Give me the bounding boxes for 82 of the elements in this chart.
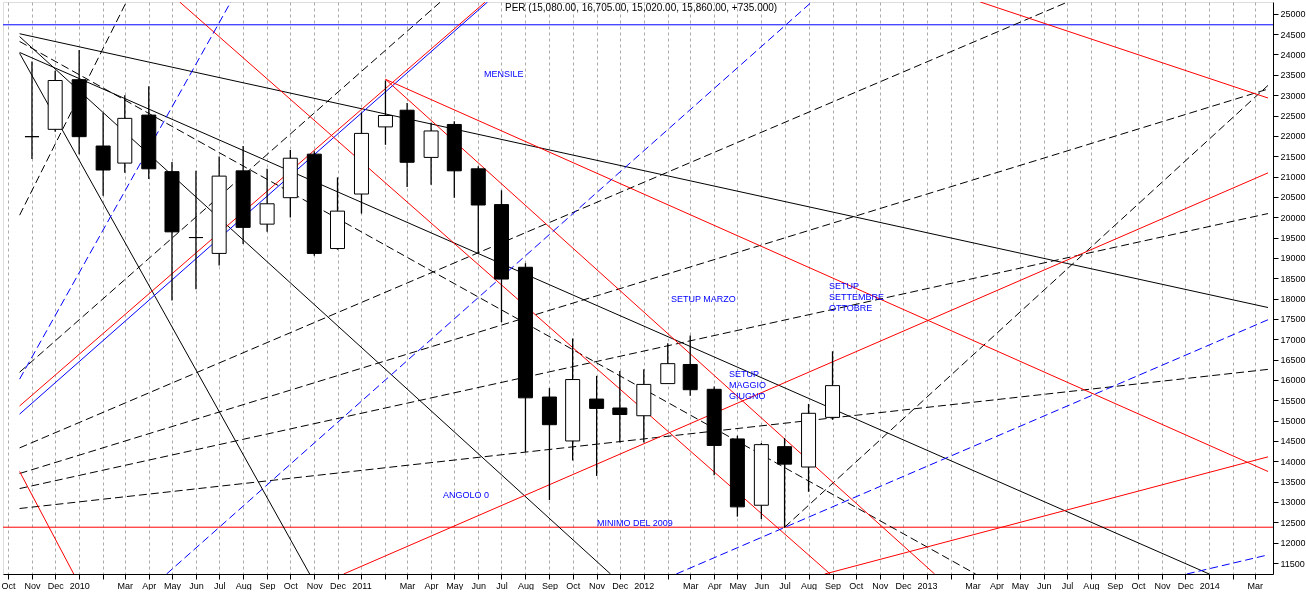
y-tick-label: 15000 (1280, 416, 1306, 427)
x-tick-label: Oct (1, 580, 16, 591)
x-tick-label: Sep (259, 580, 276, 591)
y-tick-label: 25000 (1280, 9, 1306, 20)
x-tick-label: Dec (612, 580, 629, 591)
x-tick-label: 2011 (352, 580, 372, 591)
y-tick-label: 17000 (1280, 334, 1306, 345)
y-tick-label: 24500 (1280, 29, 1306, 40)
y-tick-label: 22000 (1280, 131, 1306, 142)
x-tick-label: Nov (24, 580, 41, 591)
x-tick-label: Apr (424, 580, 439, 591)
x-tick-label: Aug (1083, 580, 1100, 591)
x-tick-label: Oct (849, 580, 864, 591)
x-tick-label: Jul (779, 580, 791, 591)
y-tick-label: 15500 (1280, 395, 1306, 406)
x-tick-label: Dec (47, 580, 65, 591)
x-tick-label: Aug (517, 580, 534, 591)
x-tick-label: Apr (707, 580, 722, 591)
x-tick-label: May (446, 580, 464, 591)
x-tick-label: Nov (306, 580, 324, 591)
x-tick-label: Oct (566, 580, 581, 591)
x-tick-label: May (729, 580, 747, 591)
x-tick-label: 2010 (69, 580, 90, 591)
x-tick-label: Dec (1177, 580, 1195, 591)
x-tick-label: Mar (1247, 580, 1264, 591)
y-tick-label: 21500 (1280, 151, 1306, 162)
annotation: MINIMO DEL 2009 (597, 518, 673, 528)
y-tick-label: 13500 (1280, 477, 1306, 488)
y-tick-label: 14500 (1280, 436, 1306, 447)
x-tick-label: Nov (589, 580, 606, 591)
x-tick-label: 2013 (917, 580, 938, 591)
x-tick-label: Mar (965, 580, 981, 591)
x-tick-label: Jun (189, 580, 204, 591)
y-tick-label: 24000 (1280, 49, 1306, 60)
x-tick-label: Jul (1061, 580, 1074, 591)
y-tick-label: 23500 (1280, 70, 1306, 81)
y-tick-label: 19500 (1280, 233, 1306, 244)
x-tick-label: Jun (471, 580, 487, 591)
x-tick-label: Apr (142, 580, 157, 591)
y-tick-label: 18000 (1280, 294, 1306, 305)
annotation: SETUP MARZO (671, 294, 736, 304)
x-tick-label: Mar (117, 580, 134, 591)
x-tick-label: 2014 (1199, 580, 1220, 591)
x-tick-label: Nov (872, 580, 889, 591)
x-tick-label: Sep (825, 580, 842, 591)
x-tick-label: May (1011, 580, 1030, 591)
y-tick-label: 11500 (1280, 558, 1305, 569)
x-tick-label: Jul (213, 580, 226, 591)
y-tick-label: 17500 (1280, 314, 1306, 325)
y-tick-label: 20000 (1280, 212, 1306, 223)
x-tick-label: Sep (1107, 580, 1124, 591)
annotation: ANGOLO 0 (443, 490, 490, 500)
y-tick-label: 18500 (1280, 273, 1306, 284)
x-tick-label: Aug (801, 580, 818, 591)
y-tick-label: 22500 (1280, 111, 1306, 121)
annotation: MENSILE (484, 69, 524, 79)
x-tick-label: Nov (1154, 580, 1172, 591)
x-tick-label: Oct (283, 580, 299, 591)
y-tick-label: 23000 (1280, 90, 1306, 101)
x-tick-label: 2012 (634, 580, 655, 591)
y-tick-label: 16000 (1280, 375, 1306, 386)
x-tick-label: Apr (990, 580, 1005, 591)
x-tick-label: Jun (1036, 580, 1052, 591)
x-tick-label: Dec (329, 580, 347, 591)
y-tick-label: 13000 (1280, 497, 1306, 508)
y-tick-label: 14000 (1280, 456, 1306, 467)
x-tick-label: Mar (682, 580, 699, 591)
x-tick-label: Dec (895, 580, 912, 591)
x-tick-label: Mar (399, 580, 416, 591)
x-tick-label: Aug (235, 580, 252, 591)
y-tick-label: 19000 (1280, 253, 1306, 264)
x-tick-label: Jul (496, 580, 508, 591)
y-tick-label: 12000 (1280, 538, 1306, 549)
x-tick-label: May (163, 580, 182, 591)
y-tick-label: 20500 (1280, 192, 1306, 203)
y-tick-label: 21000 (1280, 172, 1306, 183)
chart-title: PER (15,080.00, 16,705.00, 15,020.00, 15,860.00, +735.000) (505, 2, 778, 13)
x-tick-label: Sep (541, 580, 558, 591)
y-tick-label: 16500 (1280, 355, 1306, 366)
y-tick-label: 12500 (1280, 517, 1306, 528)
x-tick-label: Jun (754, 580, 770, 591)
x-tick-label: Oct (1131, 580, 1147, 591)
